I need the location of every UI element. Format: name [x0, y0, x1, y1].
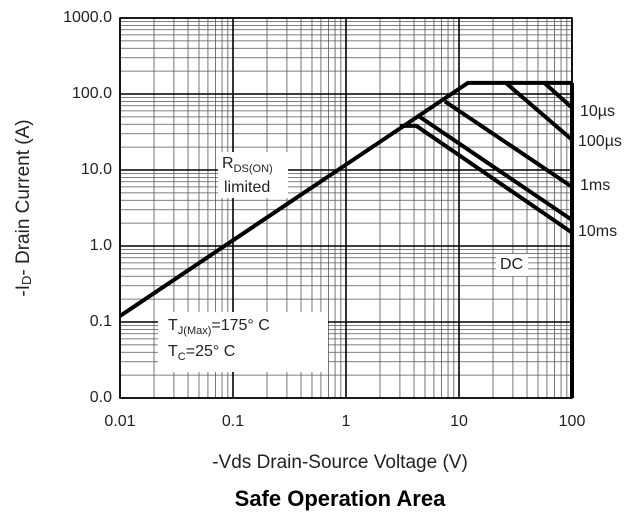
- series-label: 1ms: [580, 177, 610, 194]
- y-label-sub: D: [19, 276, 34, 285]
- series-line: [418, 115, 574, 222]
- rds-annotation: RDS(ON): [222, 155, 273, 175]
- series-line: [504, 81, 574, 142]
- tj-main: T: [168, 317, 178, 334]
- y-axis-label: -ID- Drain Current (A): [13, 119, 34, 296]
- lines: [118, 80, 574, 398]
- y-tick-label: 1000.0: [63, 9, 112, 26]
- temp-box: [158, 312, 328, 372]
- series-label: 10µs: [580, 103, 615, 120]
- x-tick-label: 100: [559, 413, 586, 430]
- series-line: [399, 123, 574, 235]
- y-tick-label: 0.0: [90, 389, 112, 406]
- y-tick-label: 1.0: [90, 237, 112, 254]
- y-label-post: - Drain Current (A): [13, 119, 34, 275]
- series-line: [443, 99, 574, 189]
- y-tick-label: 0.1: [90, 313, 112, 330]
- x-axis-label: -Vds Drain-Source Voltage (V): [212, 452, 468, 473]
- series-line: [118, 80, 572, 318]
- series-label: DC: [500, 256, 523, 273]
- series-label: 10ms: [578, 223, 617, 240]
- tc-annotation: TC=25° C: [168, 343, 235, 363]
- chart-title: Safe Operation Area: [235, 486, 446, 511]
- rds-box: [218, 152, 288, 198]
- y-tick-label: 10.0: [81, 161, 112, 178]
- label-bg: [496, 254, 528, 276]
- y-label-pre: -I: [13, 285, 34, 297]
- tj-sub: J(Max): [178, 325, 212, 337]
- tc-sub: C: [178, 351, 186, 363]
- y-tick-label: 100.0: [72, 85, 112, 102]
- rds-sub: DS(ON): [234, 163, 273, 175]
- x-tick-label: 1: [342, 413, 351, 430]
- x-tick-label: 0.1: [222, 413, 244, 430]
- rds-line2: limited: [224, 179, 270, 196]
- tj-annotation: TJ(Max)=175° C: [168, 317, 270, 337]
- tc-main: T: [168, 343, 178, 360]
- tc-rest: =25° C: [186, 343, 236, 360]
- series-label: 100µs: [578, 133, 622, 150]
- tj-rest: =175° C: [211, 317, 269, 334]
- x-tick-label: 0.01: [104, 413, 135, 430]
- series-line: [543, 81, 574, 110]
- x-tick-label: 10: [450, 413, 468, 430]
- rds-main: R: [222, 155, 234, 172]
